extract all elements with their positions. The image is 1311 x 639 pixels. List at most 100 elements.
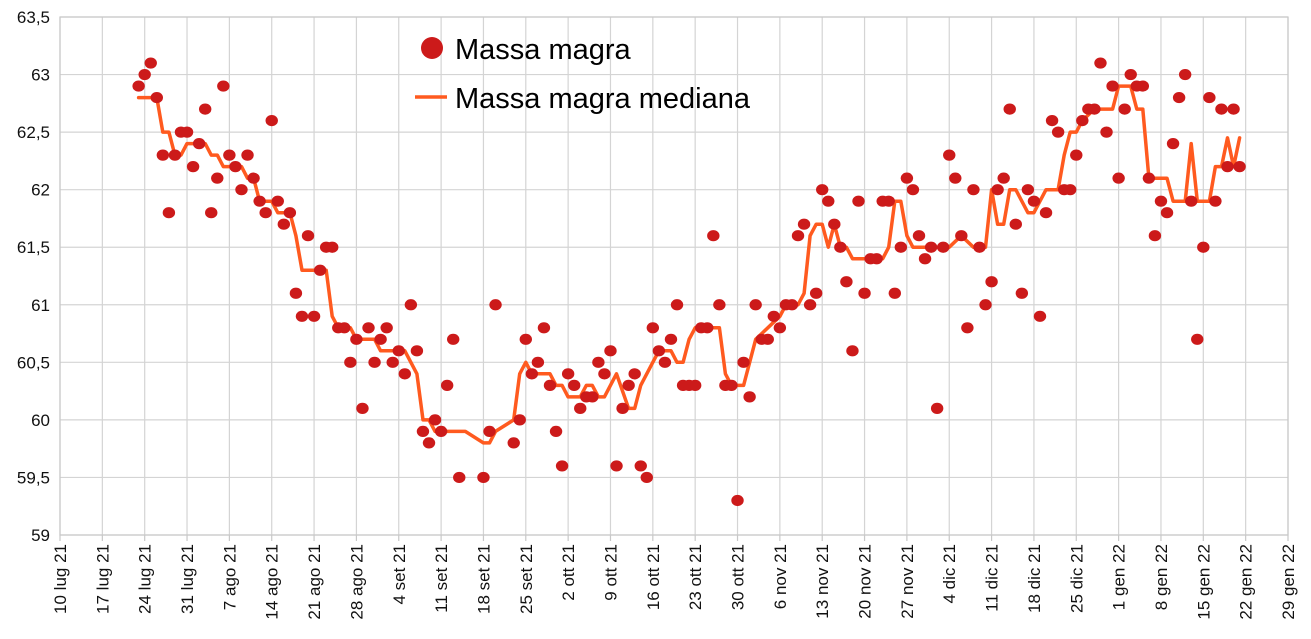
data-point — [289, 287, 303, 299]
y-tick-label: 59,5 — [17, 468, 50, 487]
data-point — [422, 437, 436, 449]
data-point — [398, 368, 412, 380]
data-point — [1003, 103, 1016, 115]
data-point — [489, 299, 502, 311]
data-point — [549, 425, 563, 437]
data-point — [386, 356, 399, 368]
data-point — [374, 333, 387, 345]
data-point — [1106, 80, 1119, 92]
data-point — [1033, 310, 1047, 322]
data-point — [235, 184, 248, 196]
data-point — [858, 287, 871, 299]
data-point — [150, 91, 163, 104]
x-tick-label: 14 ago 21 — [263, 544, 282, 620]
data-point — [1154, 195, 1168, 207]
data-point — [840, 276, 853, 288]
data-point — [973, 241, 986, 253]
data-point — [561, 368, 575, 380]
data-point — [247, 172, 260, 184]
data-point — [1203, 91, 1216, 104]
data-point — [955, 230, 968, 242]
x-tick-label: 24 lug 21 — [136, 544, 155, 614]
data-point — [1136, 80, 1150, 92]
data-point — [640, 471, 653, 484]
x-tick-label: 15 gen 22 — [1194, 544, 1213, 620]
x-tick-label: 20 nov 21 — [856, 544, 875, 619]
data-point — [592, 356, 605, 368]
data-point — [265, 115, 278, 127]
data-point — [132, 80, 145, 92]
data-point — [1027, 195, 1041, 207]
x-tick-label: 10 lug 21 — [51, 544, 70, 614]
data-point — [229, 161, 242, 173]
data-point — [610, 460, 623, 472]
data-point — [410, 345, 424, 357]
data-point — [828, 218, 841, 230]
data-point — [1148, 230, 1162, 242]
data-point — [930, 402, 944, 414]
y-axis: 59 59,5 60 60,5 61 61,5 62 62,5 63 63,5 — [17, 8, 50, 545]
data-point — [180, 126, 194, 138]
data-point — [688, 379, 702, 391]
data-point — [277, 218, 291, 230]
legend: Massa magra Massa magra mediana — [415, 34, 751, 115]
data-point — [192, 138, 206, 150]
data-point — [791, 230, 805, 242]
data-point — [803, 299, 817, 311]
data-point — [967, 184, 980, 196]
data-point — [1064, 184, 1077, 196]
data-point — [1142, 172, 1156, 184]
plot-area-border — [59, 16, 1289, 536]
data-point — [1215, 103, 1228, 115]
data-point — [368, 356, 381, 368]
y-tick-label: 61,5 — [17, 238, 50, 257]
data-point — [1172, 91, 1186, 104]
data-point — [731, 494, 744, 507]
x-tick-label: 2 ott 21 — [559, 544, 578, 601]
x-tick-label: 18 set 21 — [474, 544, 493, 614]
data-point — [713, 299, 726, 311]
data-point — [628, 368, 641, 380]
y-tick-label: 63 — [31, 66, 50, 85]
data-point — [537, 322, 551, 334]
data-point — [1076, 115, 1089, 127]
data-point — [1045, 115, 1059, 127]
data-point — [985, 276, 998, 288]
data-point — [404, 299, 418, 311]
data-point — [1233, 161, 1246, 173]
data-point — [912, 230, 926, 242]
data-point — [664, 333, 678, 345]
x-tick-label: 4 set 21 — [390, 544, 409, 605]
x-tick-label: 16 ott 21 — [644, 544, 663, 610]
x-tick-label: 31 lug 21 — [178, 544, 197, 614]
y-tick-label: 61 — [31, 296, 50, 315]
data-point — [477, 471, 490, 484]
data-point — [574, 402, 587, 414]
data-point — [652, 345, 666, 357]
x-tick-label: 18 dic 21 — [1025, 544, 1044, 613]
data-point — [1185, 195, 1198, 207]
data-point — [797, 218, 811, 230]
x-tick-label: 7 ago 21 — [220, 544, 239, 610]
data-point — [1227, 103, 1240, 115]
data-point — [531, 356, 545, 368]
data-point — [924, 241, 938, 253]
data-point — [1118, 103, 1131, 115]
data-point — [259, 207, 272, 219]
data-point — [168, 149, 182, 161]
data-point — [1021, 184, 1035, 196]
data-point — [846, 345, 859, 357]
data-point — [961, 322, 974, 334]
data-point — [1178, 68, 1192, 81]
data-point — [1166, 138, 1180, 150]
data-point — [616, 402, 629, 414]
data-point — [894, 241, 908, 253]
data-point — [223, 149, 236, 161]
data-point — [707, 230, 720, 242]
x-tick-label: 23 ott 21 — [686, 544, 705, 610]
x-tick-label: 13 nov 21 — [813, 544, 832, 619]
data-point — [356, 402, 369, 414]
data-point — [598, 368, 611, 380]
data-point — [138, 68, 151, 81]
data-point — [326, 241, 339, 253]
